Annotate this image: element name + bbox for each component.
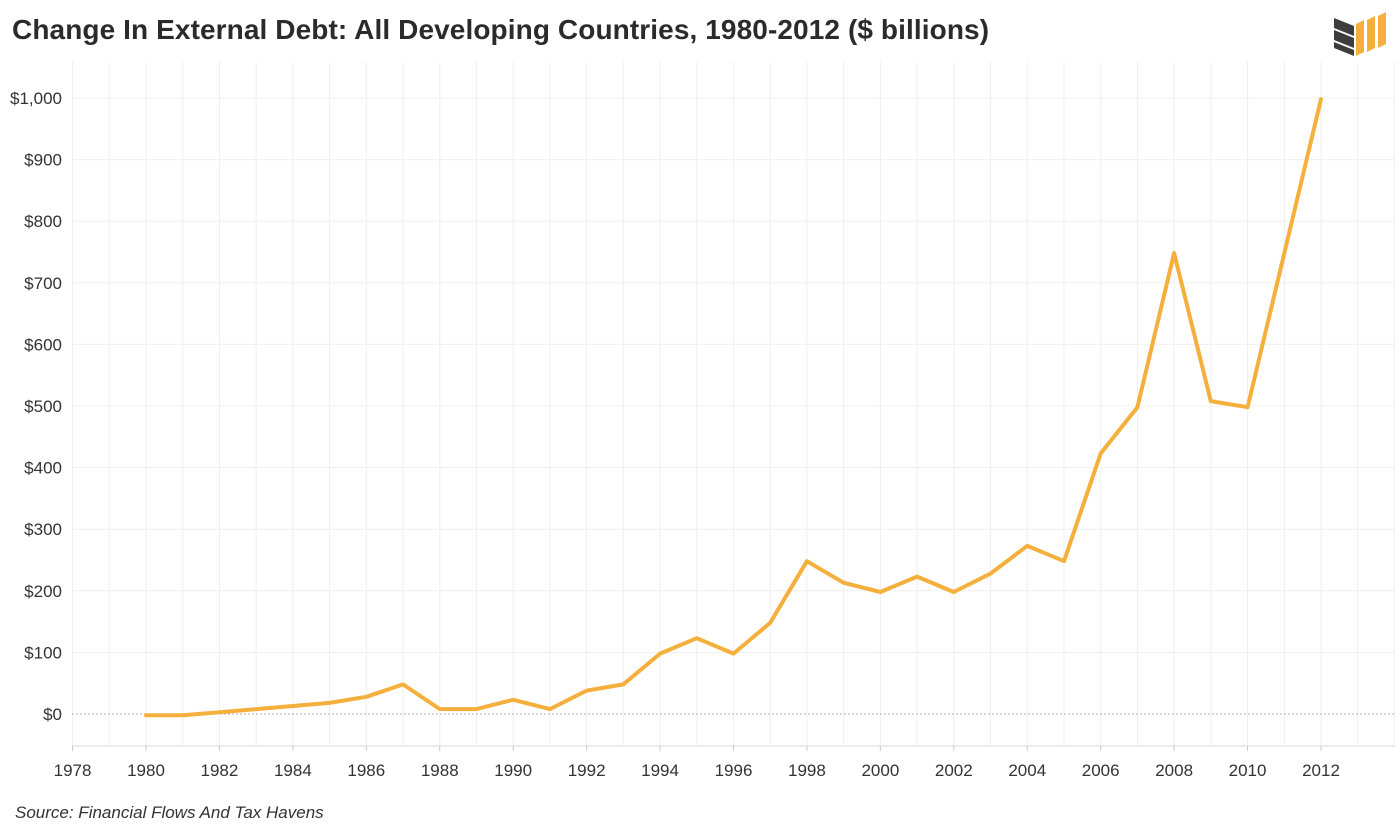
- y-tick-label: $900: [24, 151, 62, 170]
- y-tick-label: $800: [24, 212, 62, 231]
- y-tick-label: $100: [24, 643, 62, 662]
- x-tick-label: 2002: [935, 761, 973, 780]
- y-tick-label: $200: [24, 582, 62, 601]
- x-tick-label: 1988: [421, 761, 459, 780]
- x-tick-label: 2000: [861, 761, 899, 780]
- y-tick-label: $400: [24, 459, 62, 478]
- x-tick-label: 1998: [788, 761, 826, 780]
- series-line: [144, 97, 1323, 718]
- x-tick-label: 1982: [201, 761, 239, 780]
- y-tick-label: $1,000: [10, 89, 62, 108]
- x-tick-label: 2012: [1302, 761, 1340, 780]
- x-tick-label: 2008: [1155, 761, 1193, 780]
- source-note: Source: Financial Flows And Tax Havens: [15, 803, 324, 822]
- x-tick-label: 1996: [715, 761, 753, 780]
- x-tick-label: 2006: [1082, 761, 1120, 780]
- x-tick-label: 1994: [641, 761, 679, 780]
- y-tick-label: $700: [24, 274, 62, 293]
- y-tick-label: $300: [24, 520, 62, 539]
- y-tick-label: $0: [43, 705, 62, 724]
- x-tick-label: 1986: [347, 761, 385, 780]
- x-tick-label: 1980: [127, 761, 165, 780]
- chart-title: Change In External Debt: All Developing …: [12, 14, 990, 45]
- x-tick-label: 1990: [494, 761, 532, 780]
- x-tick-label: 2010: [1229, 761, 1267, 780]
- x-tick-label: 1978: [54, 761, 92, 780]
- x-tick-label: 2004: [1008, 761, 1046, 780]
- bars-logo-icon: [1334, 12, 1386, 56]
- x-tick-label: 1992: [568, 761, 606, 780]
- x-tick-label: 1984: [274, 761, 312, 780]
- y-tick-label: $500: [24, 397, 62, 416]
- y-tick-label: $600: [24, 335, 62, 354]
